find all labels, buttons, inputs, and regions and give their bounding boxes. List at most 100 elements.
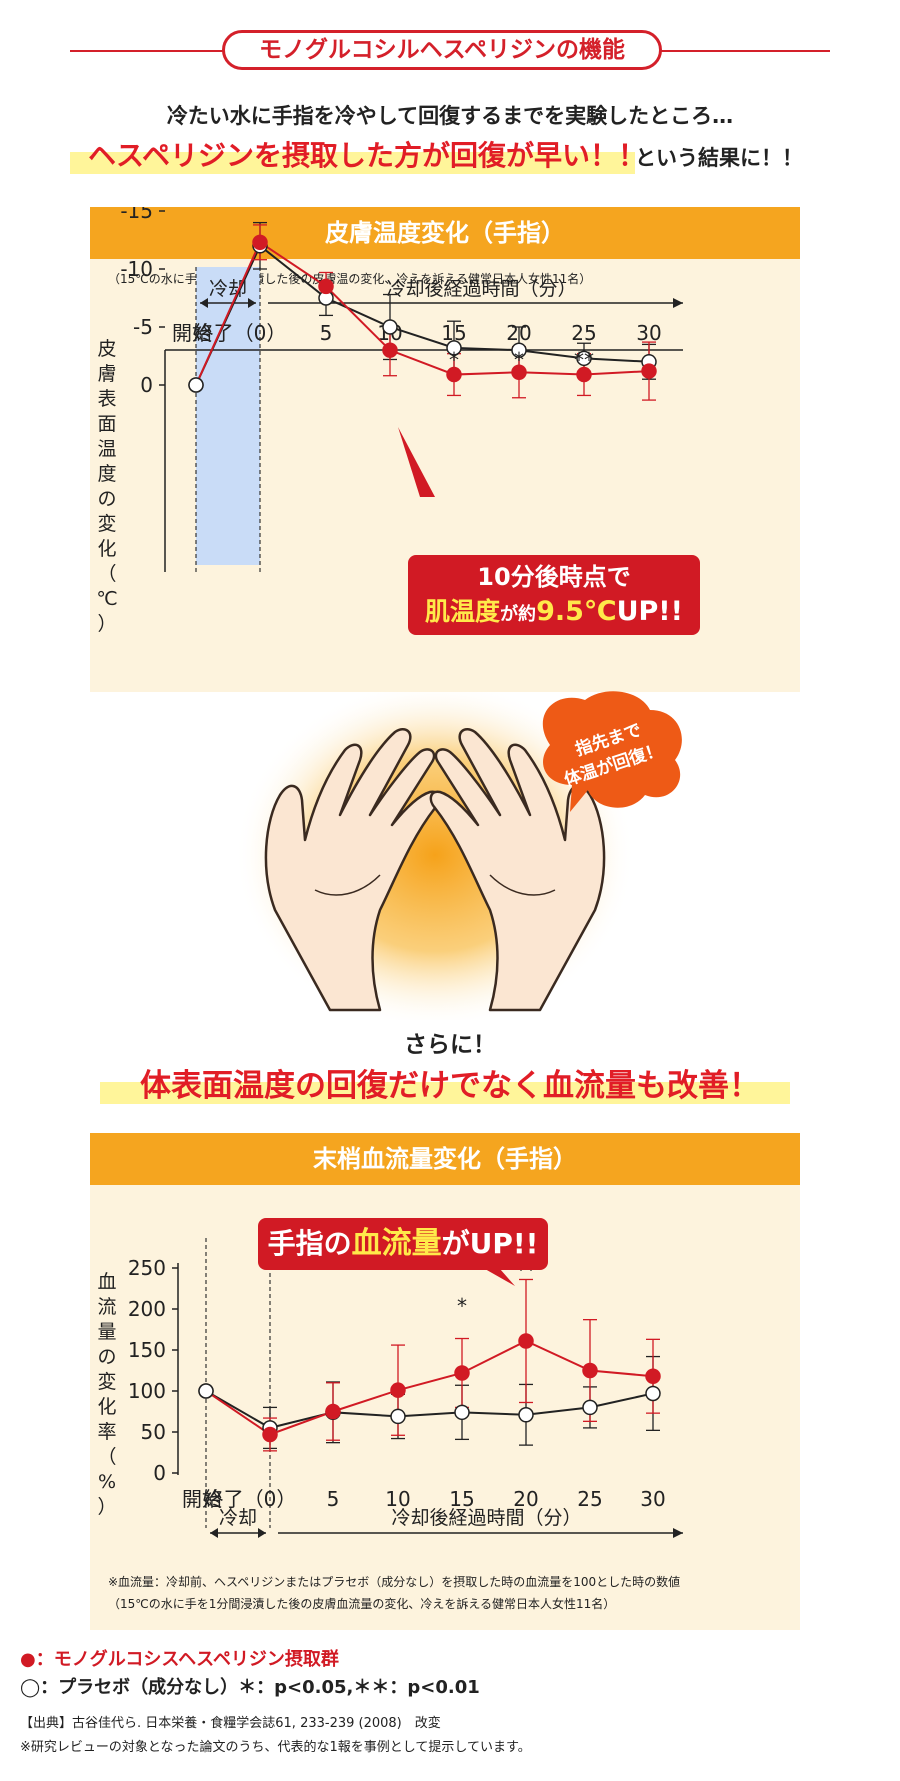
- source-citation: 【出典】古谷佳代ら. 日本栄養・食糧学会誌61, 233-239 (2008) …: [20, 1716, 441, 1731]
- y-axis-label-char: 率: [97, 1421, 116, 1443]
- source-note: ※研究レビューの対象となった論文のうち、代表的な1報を事例として提示しています。: [20, 1740, 531, 1755]
- y-axis-label-char: （: [97, 563, 116, 585]
- legend-hesperidin: ●：モノグルコシスヘスペリジン摂取群: [20, 1649, 339, 1670]
- x-tick-label: 20: [513, 1487, 538, 1511]
- blood-flow-callout: 手指の血流量がUP!!: [258, 1218, 548, 1270]
- data-point: [252, 234, 268, 251]
- y-tick-label: -15: [120, 207, 153, 223]
- data-point: [325, 1403, 341, 1420]
- y-tick-label: 200: [128, 1297, 166, 1321]
- data-point: [382, 319, 398, 335]
- x-tick-label: 5: [327, 1487, 340, 1511]
- skin-temp-chart: 0-5-10-15皮膚表面温度の変化（℃）開始終了（0）51015202530冷…: [96, 207, 683, 635]
- callout2-b: 血流量: [351, 1226, 442, 1261]
- data-point: [511, 342, 527, 358]
- headline-black: という結果に！！: [635, 146, 803, 170]
- mid-text2: 体表面温度の回復だけでなく血流量も改善！: [140, 1068, 760, 1104]
- x-tick-label: 終了（0）: [204, 1487, 297, 1511]
- x-tick-label: 15: [449, 1487, 474, 1511]
- x-tick-label: 30: [636, 321, 661, 345]
- cooling-label: 冷却: [219, 1507, 257, 1529]
- significance-marker: *: [514, 348, 524, 372]
- data-point: [511, 364, 527, 380]
- warm-hands-illustration: 指先まで 体温が回復！: [235, 690, 682, 1020]
- data-point: [518, 1407, 534, 1423]
- y-axis-label-char: 変: [97, 1371, 116, 1393]
- blood-flow-note1: ※血流量：冷却前、ヘスペリジンまたはプラセボ（成分なし）を摂取した時の血流量を1…: [108, 1575, 681, 1589]
- y-tick-label: -5: [133, 315, 153, 339]
- data-point: [318, 278, 334, 295]
- data-point: [446, 366, 462, 383]
- data-point: [188, 377, 204, 393]
- y-axis-label-char: 流: [97, 1296, 116, 1318]
- time-arrowhead: [673, 1528, 683, 1538]
- data-point: [641, 363, 657, 379]
- series-line: [205, 1339, 654, 1436]
- y-tick-label: -10: [120, 257, 153, 281]
- headline: ヘスペリジンを摂取した方が回復が早い！！ という結果に！！: [70, 134, 850, 178]
- y-axis-label-char: 皮: [97, 338, 116, 360]
- x-tick-label: 25: [571, 321, 596, 345]
- y-tick-label: 50: [141, 1420, 166, 1444]
- y-axis-label-char: 膚: [97, 363, 116, 385]
- data-point: [582, 1362, 598, 1379]
- callout-line1: 10分後時点で: [477, 563, 631, 591]
- skin-temp-callout: 10分後時点で 肌温度が約9.5℃UP!!: [408, 555, 700, 635]
- mid-text1: さらに！: [404, 1032, 496, 1058]
- callout2-pointer: [485, 1269, 515, 1286]
- y-axis-label-char: 表: [97, 388, 116, 410]
- data-point: [390, 1408, 406, 1425]
- data-point: [576, 350, 592, 367]
- time-axis-label: 冷却後経過時間（分）: [391, 1507, 581, 1529]
- data-point: [390, 1382, 406, 1398]
- mid-highlight: [100, 1082, 790, 1104]
- data-point: [645, 1385, 661, 1402]
- time-axis-label: 冷却後経過時間（分）: [386, 278, 576, 300]
- y-axis-label-char: （: [97, 1446, 116, 1468]
- callout-value: 9.5℃: [536, 596, 617, 627]
- data-point: [382, 342, 398, 358]
- y-axis-label-char: %: [98, 1471, 116, 1493]
- x-tick-label: 10: [385, 1487, 410, 1511]
- significance-marker: **: [574, 348, 594, 372]
- x-tick-label: 終了（0）: [194, 321, 287, 345]
- data-point: [576, 366, 592, 383]
- x-tick-label: 25: [577, 1487, 602, 1511]
- blood-flow-panel: 末梢血流量変化（手指） 0 50 100 150 200 250 血流量の変化率 （% ） 開始終…: [90, 1133, 800, 1630]
- time-arrowhead: [673, 298, 683, 308]
- headline-highlight: [70, 152, 635, 174]
- y-axis-label-char: ℃: [96, 588, 117, 610]
- y-axis-label-char: の: [97, 488, 116, 510]
- significance-marker: *: [457, 1294, 467, 1318]
- headline-red: ヘスペリジンを摂取した方が回復が早い！！: [88, 139, 647, 172]
- y-axis-label-char: 温: [97, 438, 116, 460]
- page-title: モノグルコシルヘスペリジンの機能: [222, 30, 662, 70]
- data-point: [446, 340, 462, 356]
- callout-up: UP!!: [616, 596, 683, 627]
- y-tick-label: 0: [153, 1461, 166, 1485]
- y-axis-label-char: 血: [97, 1271, 116, 1293]
- y-axis-label-char: 変: [97, 513, 116, 535]
- data-point: [262, 1426, 278, 1443]
- series-line: [195, 244, 650, 386]
- y-tick-label: 0: [140, 373, 153, 397]
- x-tick-label: 30: [640, 1487, 665, 1511]
- data-point: [454, 1365, 470, 1381]
- data-point: [645, 1368, 661, 1384]
- y-tick-label: 100: [128, 1379, 166, 1403]
- data-point: [454, 1404, 470, 1421]
- y-tick-label: 150: [128, 1338, 166, 1362]
- mid-headline: 体表面温度の回復だけでなく血流量も改善！: [100, 1060, 800, 1104]
- skin-temp-panel: 皮膚温度変化（手指） （15℃の水に手を1分間浸漬した後の皮膚温の変化、冷えを訴…: [90, 207, 800, 692]
- y-axis-label-char: 量: [97, 1321, 116, 1343]
- callout2-a: 手指の: [267, 1227, 352, 1260]
- y-axis-label-char: 度: [97, 463, 116, 485]
- x-tick-label: 5: [320, 321, 333, 345]
- y-tick-label: 250: [128, 1256, 166, 1280]
- y-axis-label-char: 化: [97, 538, 116, 560]
- callout2-c: がUP!!: [441, 1227, 539, 1260]
- data-point: [582, 1399, 598, 1416]
- y-axis-label-char: ）: [97, 613, 116, 635]
- left-hand-icon: [264, 728, 441, 1012]
- series-line: [195, 240, 650, 386]
